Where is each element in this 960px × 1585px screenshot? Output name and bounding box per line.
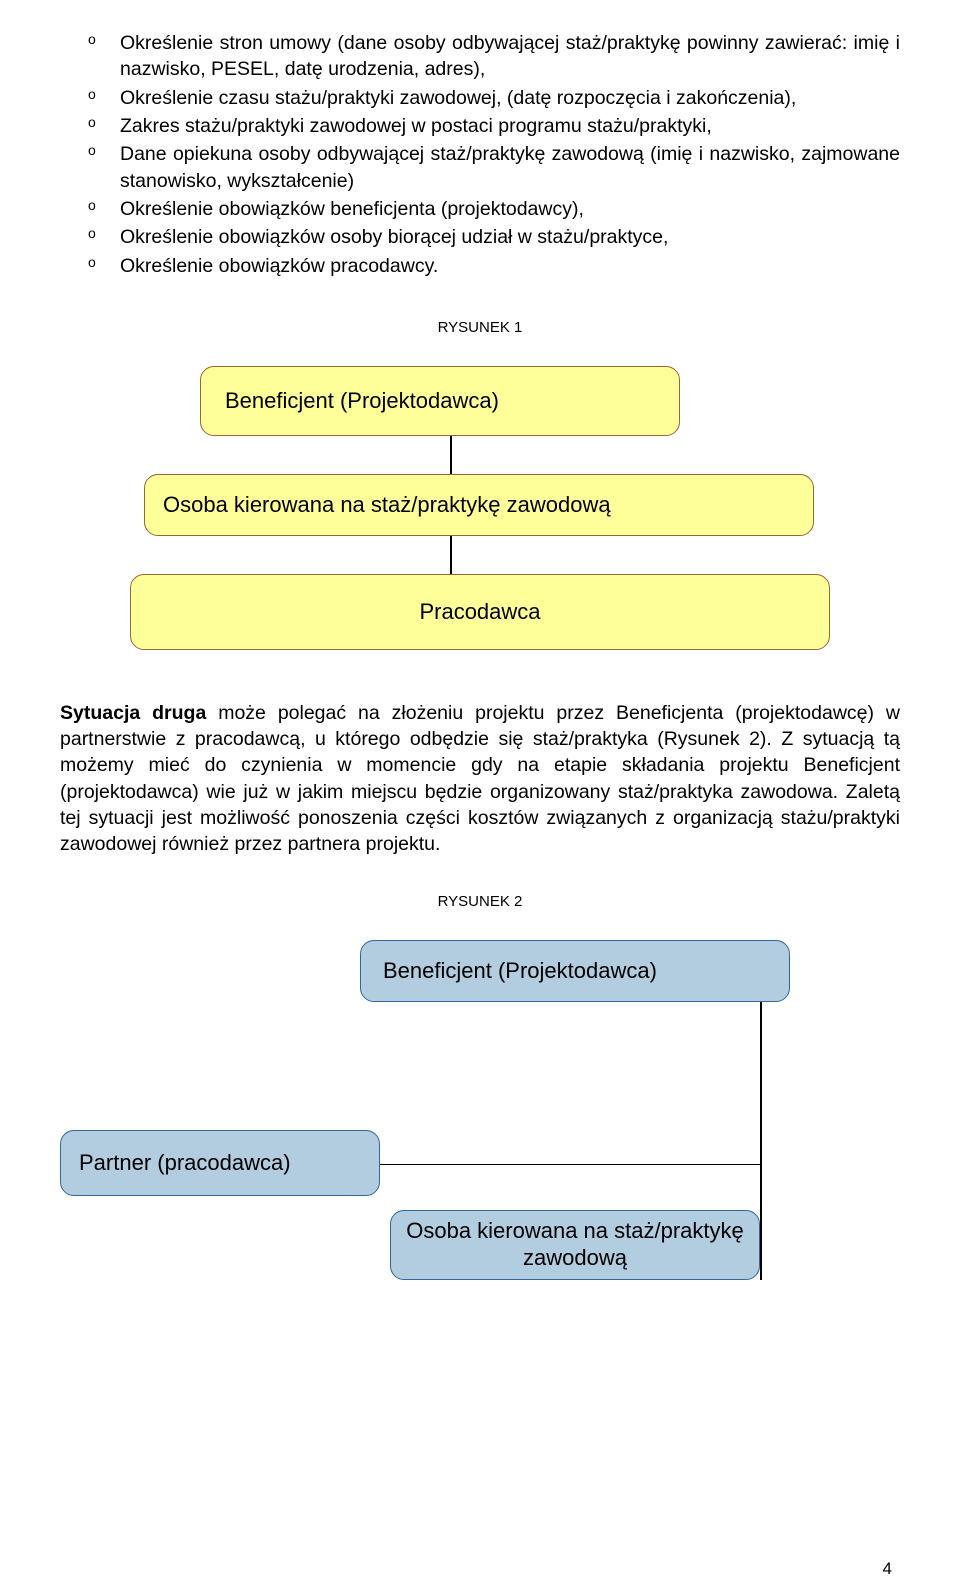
diagram-box-osoba: Osoba kierowana na staż/praktykę zawodow… bbox=[144, 474, 814, 536]
connector-line bbox=[450, 536, 452, 574]
list-item: o Określenie obowiązków beneficjenta (pr… bbox=[60, 196, 900, 222]
box-label: Beneficjent (Projektodawca) bbox=[383, 958, 657, 984]
connector-line bbox=[450, 436, 452, 474]
list-marker: o bbox=[60, 224, 120, 243]
figure1-diagram: Beneficjent (Projektodawca) Osoba kierow… bbox=[130, 366, 830, 650]
page-number: 4 bbox=[883, 1559, 892, 1579]
box-label: Pracodawca bbox=[419, 599, 540, 625]
list-marker: o bbox=[60, 196, 120, 215]
list-marker: o bbox=[60, 30, 120, 49]
diagram-box-partner: Partner (pracodawca) bbox=[60, 1130, 380, 1196]
paragraph-lead: Sytuacja druga bbox=[60, 702, 206, 724]
connector-line bbox=[380, 1164, 760, 1166]
list-text: Dane opiekuna osoby odbywającej staż/pra… bbox=[120, 141, 900, 194]
list-text: Określenie obowiązków pracodawcy. bbox=[120, 253, 900, 279]
box-label: Osoba kierowana na staż/praktykę zawodow… bbox=[391, 1218, 759, 1271]
list-item: o Określenie obowiązków pracodawcy. bbox=[60, 253, 900, 279]
connector-line bbox=[760, 1002, 762, 1280]
list-text: Określenie stron umowy (dane osoby odbyw… bbox=[120, 30, 900, 83]
list-item: o Określenie stron umowy (dane osoby odb… bbox=[60, 30, 900, 83]
diagram-box-pracodawca: Pracodawca bbox=[130, 574, 830, 650]
list-item: o Określenie czasu stażu/praktyki zawodo… bbox=[60, 85, 900, 111]
box-label: Partner (pracodawca) bbox=[79, 1150, 291, 1176]
paragraph-situation2: Sytuacja druga może polegać na złożeniu … bbox=[60, 700, 900, 858]
list-item: o Dane opiekuna osoby odbywającej staż/p… bbox=[60, 141, 900, 194]
figure1-label: RYSUNEK 1 bbox=[60, 319, 900, 336]
list-marker: o bbox=[60, 253, 120, 272]
list-marker: o bbox=[60, 113, 120, 132]
paragraph-body: może polegać na złożeniu projektu przez … bbox=[60, 702, 900, 856]
list-text: Określenie obowiązków osoby biorącej udz… bbox=[120, 224, 900, 250]
diagram-box-osoba: Osoba kierowana na staż/praktykę zawodow… bbox=[390, 1210, 760, 1280]
box-label: Osoba kierowana na staż/praktykę zawodow… bbox=[163, 492, 611, 518]
list-text: Zakres stażu/praktyki zawodowej w postac… bbox=[120, 113, 900, 139]
list-text: Określenie czasu stażu/praktyki zawodowe… bbox=[120, 85, 900, 111]
list-text: Określenie obowiązków beneficjenta (proj… bbox=[120, 196, 900, 222]
diagram-box-beneficjent: Beneficjent (Projektodawca) bbox=[360, 940, 790, 1002]
figure2-diagram: Beneficjent (Projektodawca) Partner (pra… bbox=[60, 940, 900, 1280]
diagram-box-beneficjent: Beneficjent (Projektodawca) bbox=[200, 366, 680, 436]
figure2-label: RYSUNEK 2 bbox=[60, 893, 900, 910]
bullet-list: o Określenie stron umowy (dane osoby odb… bbox=[60, 30, 900, 279]
list-marker: o bbox=[60, 85, 120, 104]
page-content: o Określenie stron umowy (dane osoby odb… bbox=[0, 0, 960, 1300]
box-label: Beneficjent (Projektodawca) bbox=[225, 388, 499, 414]
list-item: o Zakres stażu/praktyki zawodowej w post… bbox=[60, 113, 900, 139]
list-item: o Określenie obowiązków osoby biorącej u… bbox=[60, 224, 900, 250]
list-marker: o bbox=[60, 141, 120, 160]
